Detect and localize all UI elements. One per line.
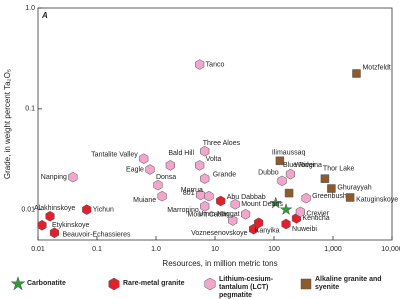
point-label: Morrua — [181, 187, 203, 194]
x-axis-title: Resources, in million metric tons — [162, 259, 277, 268]
point-label: Nanping — [41, 174, 67, 181]
point — [281, 218, 291, 230]
point — [37, 219, 47, 231]
point-label: Crevier — [306, 211, 329, 218]
point-label: Muiane — [133, 197, 156, 204]
point — [165, 160, 175, 171]
point — [275, 156, 285, 166]
plot-frame — [37, 7, 393, 241]
point — [320, 174, 330, 183]
point — [254, 217, 264, 229]
y-tick-label: 1.0 — [25, 5, 35, 12]
point-label: Umm Naggat — [198, 211, 239, 218]
point — [200, 200, 210, 212]
y-tick-label: 0.1 — [25, 106, 35, 113]
point-label: Etykinskoye — [52, 222, 89, 229]
point-label: Alakhinskoye — [34, 205, 75, 212]
point — [153, 179, 163, 191]
point-label: Bald Hill — [168, 150, 194, 157]
point — [82, 204, 92, 215]
legend-symbol — [10, 275, 26, 291]
point — [145, 164, 155, 175]
point-label: Wodgina — [294, 162, 322, 169]
x-tick-label: 0.01 — [31, 246, 45, 253]
legend-label: Alkaline granite and syenite — [315, 276, 382, 291]
point-label: Blue River — [283, 162, 316, 169]
legend-label: Lithium-cesium-tantalum (LCT) pegmatite — [219, 276, 274, 299]
x-tick-label: 0.1 — [92, 246, 102, 253]
point-label: Dubbo — [258, 170, 279, 177]
point — [352, 69, 361, 78]
point — [295, 206, 305, 218]
point-label: Ilimaussaq — [272, 150, 306, 157]
point-label: Donsa — [156, 174, 176, 181]
point-label: Greenbushes — [312, 193, 355, 200]
point-label: Motzfeldt — [362, 64, 390, 71]
point — [279, 202, 293, 216]
y-axis-title: Grade, in weight percent Ta₂O₅ — [3, 69, 12, 179]
x-tick-label: 10,000 — [381, 246, 400, 253]
point — [195, 59, 205, 70]
point — [195, 160, 205, 171]
point-label: 801 — [183, 190, 195, 197]
legend-symbol — [204, 277, 216, 291]
point-label: Abu Dabbab — [227, 194, 266, 201]
legend-symbol — [108, 277, 120, 291]
point-label: Eagle — [126, 166, 144, 173]
point — [277, 175, 287, 187]
point-label: Tanco — [206, 61, 225, 68]
x-tick-label: 10 — [211, 246, 219, 253]
point — [200, 145, 210, 157]
point — [157, 190, 167, 202]
point — [327, 184, 336, 193]
point — [204, 190, 214, 202]
point — [284, 188, 294, 198]
point — [241, 208, 251, 220]
point-label: Kanyika — [255, 228, 280, 235]
point — [230, 199, 240, 210]
point — [45, 210, 55, 222]
point — [68, 171, 78, 183]
point-label: Mount Deans — [241, 201, 283, 208]
point-label: Ghurayyah — [337, 184, 371, 191]
point — [301, 192, 311, 204]
point-label: Yichun — [93, 206, 114, 213]
point — [216, 195, 226, 207]
point-label: Three Aloes — [203, 140, 241, 147]
legend-label: Rare-metal granite — [123, 280, 185, 287]
legend-label: Carbonatite — [27, 280, 66, 287]
y-tick-label: 0.01 — [21, 206, 35, 213]
x-tick-label: 1,000 — [324, 246, 342, 253]
point-label: Volta — [206, 156, 222, 163]
point-label: Mount Cattlin — [188, 211, 229, 218]
point — [228, 215, 238, 226]
x-tick-label: 100 — [268, 246, 280, 253]
legend-symbol — [300, 278, 312, 290]
point — [200, 173, 210, 184]
point-label: Tantalite Valley — [91, 152, 138, 159]
point-label: Marropino — [167, 207, 199, 214]
panel-letter: A — [41, 11, 48, 20]
point-label: Katuginskoye — [356, 196, 398, 203]
point — [139, 153, 149, 165]
point-label: Kenticha — [302, 215, 329, 222]
point-label: Voznesenovskoye — [191, 230, 248, 237]
point-label: Thor Lake — [323, 165, 355, 172]
point — [269, 196, 283, 209]
point-label: Grande — [213, 171, 236, 178]
point — [285, 168, 296, 180]
point — [196, 189, 206, 201]
point-label: Beauvoir-Echassieres — [62, 232, 131, 239]
point — [345, 193, 355, 202]
point — [49, 227, 60, 239]
point-label: Nuweibi — [292, 226, 317, 233]
x-tick-label: 1.0 — [151, 246, 161, 253]
